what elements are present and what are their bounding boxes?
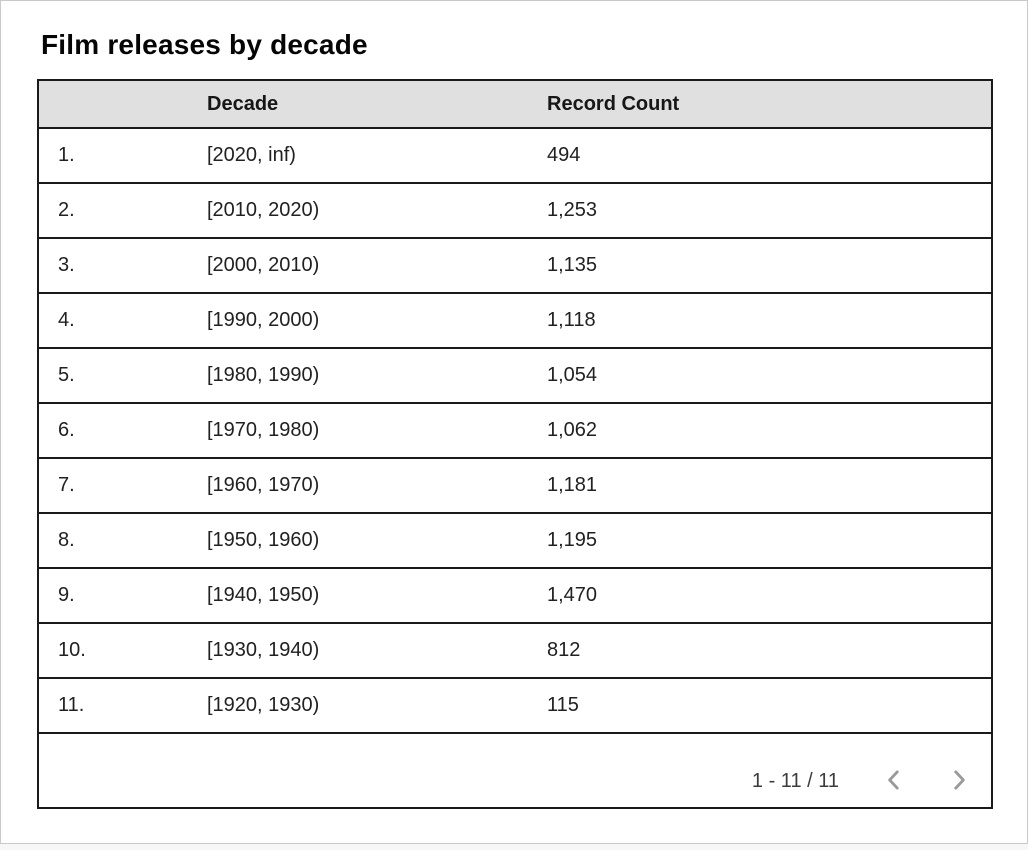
record-count-cell: 1,181 — [547, 474, 598, 496]
decade-cell: [2010, 2020) — [207, 199, 320, 221]
footer-row: 1 - 11 / 11 — [38, 733, 992, 808]
row-index-cell: 8. — [58, 529, 75, 551]
table-row: 4. [1990, 2000) 1,118 — [38, 293, 992, 348]
row-index-cell: 10. — [58, 639, 86, 661]
pagination-bar: 1 - 11 / 11 — [38, 733, 992, 808]
table-row: 8. [1950, 1960) 1,195 — [38, 513, 992, 568]
row-index-cell: 7. — [58, 474, 75, 496]
row-index-cell: 11. — [58, 694, 85, 716]
decade-cell: [1940, 1950) — [207, 584, 320, 606]
chevron-left-icon — [881, 767, 907, 796]
row-index-cell: 9. — [58, 584, 75, 606]
next-page-button[interactable] — [939, 762, 979, 802]
table-row: 5. [1980, 1990) 1,054 — [38, 348, 992, 403]
chart-title: Film releases by decade — [41, 29, 368, 60]
decade-cell: [2000, 2010) — [207, 254, 320, 276]
data-table: Decade Record Count 1. [2020, inf) 494 2… — [37, 79, 993, 809]
decade-cell: [1980, 1990) — [207, 364, 320, 386]
row-index-cell: 3. — [58, 254, 75, 276]
record-count-cell: 1,470 — [547, 584, 598, 606]
row-index-cell: 1. — [58, 144, 75, 166]
decade-cell: [2020, inf) — [207, 144, 296, 166]
record-count-cell: 1,054 — [547, 364, 598, 386]
header-row: Decade Record Count — [38, 80, 992, 128]
chevron-right-icon — [946, 767, 972, 796]
table-row: 6. [1970, 1980) 1,062 — [38, 403, 992, 458]
table-row: 1. [2020, inf) 494 — [38, 128, 992, 183]
record-count-cell: 1,062 — [547, 419, 598, 441]
row-index-cell: 2. — [58, 199, 75, 221]
table-row: 11. [1920, 1930) 115 — [38, 678, 992, 733]
decade-cell: [1970, 1980) — [207, 419, 320, 441]
column-header-record-count[interactable]: Record Count — [547, 80, 992, 128]
record-count-cell: 1,253 — [547, 199, 598, 221]
record-count-cell: 494 — [547, 144, 581, 166]
table-row: 10. [1930, 1940) 812 — [38, 623, 992, 678]
record-count-cell: 1,195 — [547, 529, 598, 551]
record-count-cell: 1,135 — [547, 254, 598, 276]
record-count-cell: 812 — [547, 639, 581, 661]
decade-cell: [1950, 1960) — [207, 529, 320, 551]
decade-cell: [1920, 1930) — [207, 694, 320, 716]
table-row: 2. [2010, 2020) 1,253 — [38, 183, 992, 238]
row-index-cell: 6. — [58, 419, 75, 441]
table-row: 3. [2000, 2010) 1,135 — [38, 238, 992, 293]
decade-cell: [1960, 1970) — [207, 474, 320, 496]
column-header-index — [38, 80, 207, 128]
decade-cell: [1930, 1940) — [207, 639, 320, 661]
row-index-cell: 5. — [58, 364, 75, 386]
table-row: 7. [1960, 1970) 1,181 — [38, 458, 992, 513]
table-row: 9. [1940, 1950) 1,470 — [38, 568, 992, 623]
row-index-cell: 4. — [58, 309, 75, 331]
column-header-decade[interactable]: Decade — [207, 80, 547, 128]
record-count-cell: 115 — [547, 694, 579, 716]
pagination-range-label: 1 - 11 / 11 — [751, 770, 839, 792]
decade-cell: [1990, 2000) — [207, 309, 320, 331]
prev-page-button[interactable] — [874, 762, 914, 802]
record-count-cell: 1,118 — [547, 309, 596, 331]
